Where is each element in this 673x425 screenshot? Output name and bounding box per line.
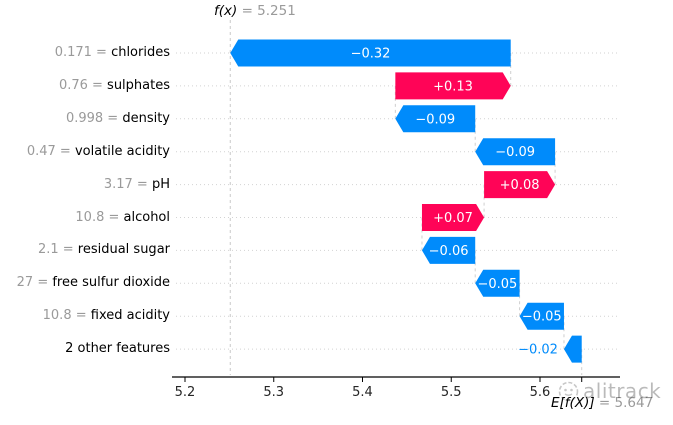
feature-name: sulphates bbox=[107, 77, 170, 93]
feature-value: 27 = bbox=[16, 275, 53, 291]
fx-annotation: f(x) = 5.251 bbox=[214, 3, 296, 19]
feature-value: 0.76 = bbox=[58, 77, 108, 93]
bar-value-label: −0.06 bbox=[429, 244, 469, 259]
bar-fixed-acidity bbox=[519, 302, 564, 330]
bar-value-label: −0.09 bbox=[415, 112, 455, 127]
x-axis-tick-label: 5.4 bbox=[352, 385, 373, 400]
feature-value: 0.171 = bbox=[54, 45, 112, 60]
feature-label-2-other-features: 2 other features bbox=[0, 340, 170, 358]
feature-value: 0.47 = bbox=[26, 143, 75, 159]
feature-label-residual-sugar: 2.1 = residual sugar bbox=[0, 241, 170, 259]
ef-annotation: E[f(X)] = 5.647 bbox=[551, 395, 653, 411]
bar-value-label: −0.09 bbox=[495, 145, 535, 160]
bar-value-label: +0.07 bbox=[433, 211, 473, 226]
feature-label-fixed-acidity: 10.8 = fixed acidity bbox=[0, 307, 170, 325]
bar-value-label: −0.32 bbox=[351, 47, 391, 62]
feature-label-pH: 3.17 = pH bbox=[0, 176, 170, 194]
x-axis-tick-label: 5.6 bbox=[530, 385, 551, 400]
feature-name: density bbox=[122, 110, 170, 126]
bar-pH bbox=[484, 171, 556, 199]
feature-name: volatile acidity bbox=[74, 143, 170, 159]
x-axis-tick-label: 5.5 bbox=[441, 385, 462, 400]
fx-label: f(x) bbox=[214, 3, 238, 19]
ef-value: = 5.647 bbox=[598, 395, 654, 411]
feature-label-sulphates: 0.76 = sulphates bbox=[0, 77, 170, 95]
bar-alcohol bbox=[421, 204, 485, 231]
feature-value: 10.8 = bbox=[75, 209, 124, 225]
feature-label-volatile-acidity: 0.47 = volatile acidity bbox=[0, 143, 170, 161]
feature-label-chlorides: 0.171 = chlorides bbox=[0, 44, 170, 62]
bar-2-other-features bbox=[563, 335, 582, 363]
feature-label-alcohol: 10.8 = alcohol bbox=[0, 209, 170, 227]
bar-chlorides bbox=[230, 39, 511, 67]
bar-value-label: −0.05 bbox=[522, 310, 562, 325]
feature-value: 3.17 = bbox=[103, 176, 152, 192]
feature-name: free sulfur dioxide bbox=[52, 275, 170, 291]
feature-value: 0.998 = bbox=[65, 110, 123, 126]
bar-residual-sugar bbox=[421, 236, 476, 264]
feature-value: 10.8 = bbox=[42, 308, 91, 324]
bar-value-label: +0.08 bbox=[500, 178, 540, 193]
feature-name: alcohol bbox=[123, 209, 170, 225]
feature-label-free-sulfur-dioxide: 27 = free sulfur dioxide bbox=[0, 274, 170, 292]
x-axis-tick-label: 5.3 bbox=[263, 385, 284, 400]
bar-volatile-acidity bbox=[475, 138, 556, 166]
x-axis-tick-label: 5.2 bbox=[175, 385, 196, 400]
bar-value-label-outside: −0.02 bbox=[518, 343, 558, 358]
feature-name: fixed acidity bbox=[90, 308, 170, 324]
feature-value: 2.1 = bbox=[37, 242, 78, 258]
feature-name: pH bbox=[151, 176, 170, 192]
feature-label-density: 0.998 = density bbox=[0, 110, 170, 128]
ef-label: E[f(X)] bbox=[551, 395, 595, 411]
bar-value-label: −0.05 bbox=[477, 277, 517, 292]
bar-free-sulfur-dioxide bbox=[475, 269, 520, 297]
bar-sulphates bbox=[395, 72, 511, 100]
feature-name: residual sugar bbox=[77, 242, 170, 258]
feature-name: chlorides bbox=[111, 45, 170, 60]
fx-value: = 5.251 bbox=[241, 3, 296, 19]
feature-name: 2 other features bbox=[65, 341, 170, 357]
bar-value-label: +0.13 bbox=[433, 79, 473, 94]
bar-density bbox=[395, 105, 476, 133]
